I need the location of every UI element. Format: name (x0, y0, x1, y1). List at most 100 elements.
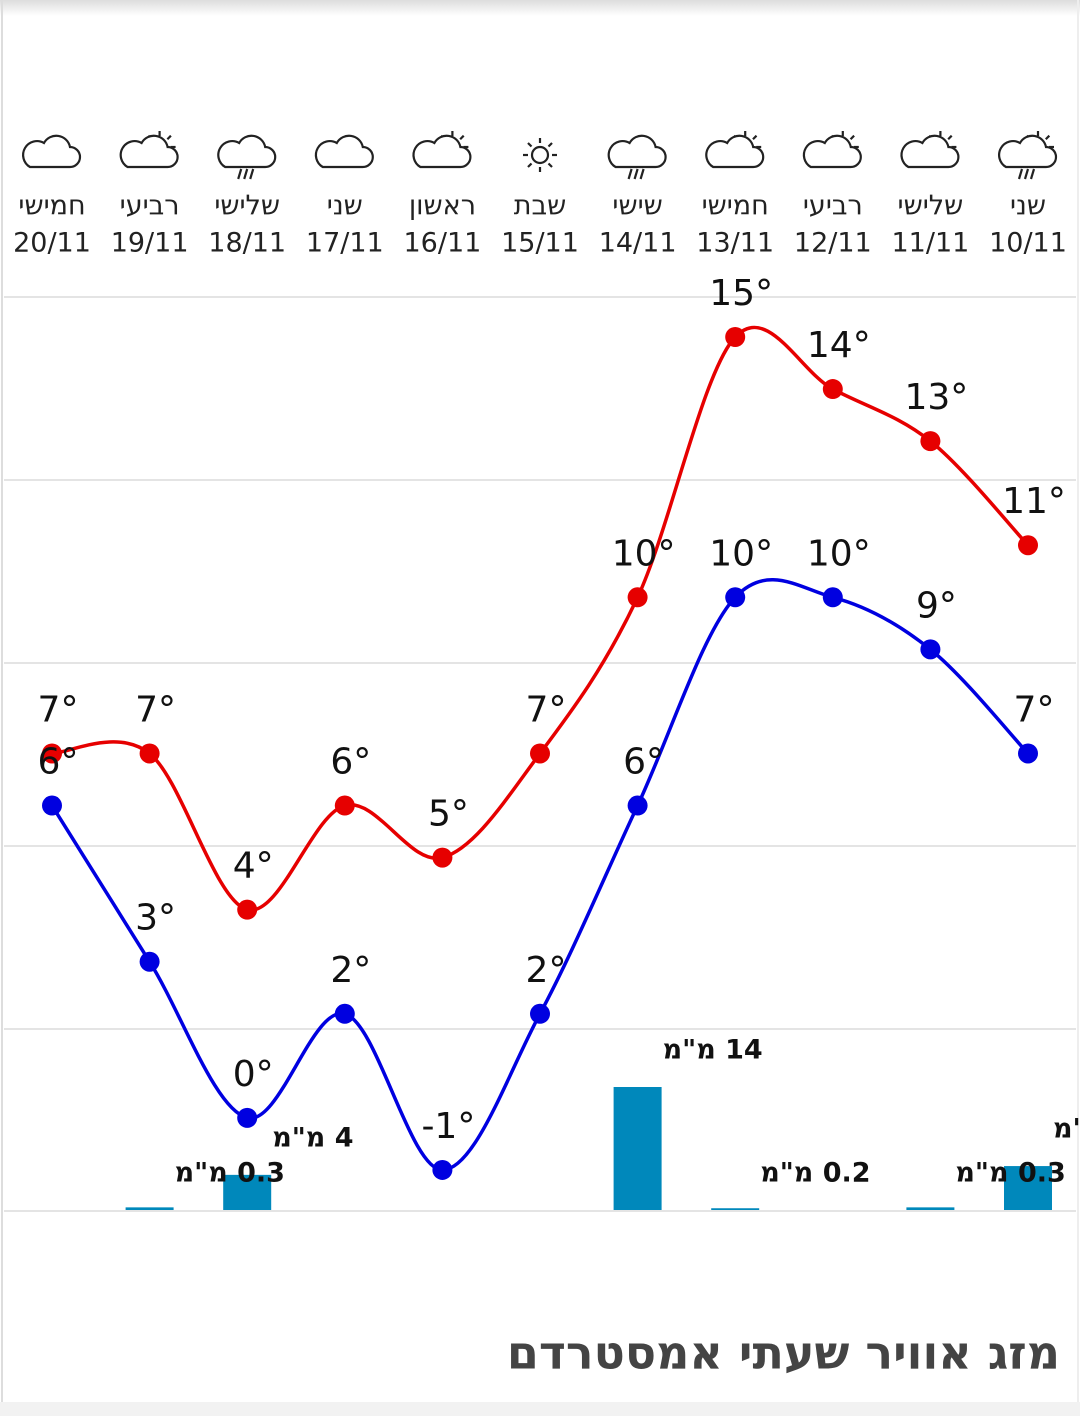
date: 13/11 (696, 228, 774, 259)
date: 12/11 (794, 228, 872, 259)
day-name: רביעי (120, 191, 180, 222)
date: 20/11 (13, 228, 91, 259)
temp-label: 7° (1014, 689, 1055, 730)
day-name: שלישי (214, 191, 280, 222)
temp-label: 9° (916, 585, 957, 626)
temp-point (822, 587, 843, 608)
rain-bar (1004, 1166, 1052, 1210)
temp-point (334, 1003, 355, 1024)
temp-point (432, 1159, 453, 1180)
rain-label: 0.3 מ"מ (955, 1158, 1065, 1189)
rain-bar (223, 1174, 272, 1210)
rain-label: 0.3 מ"מ (175, 1158, 285, 1189)
rain-drop (243, 168, 249, 180)
sun-ray (527, 142, 533, 148)
temp-point (725, 587, 746, 608)
temp-label: 13° (904, 377, 968, 418)
temp-label: 6° (38, 742, 79, 783)
cloud (802, 134, 862, 169)
temp-point (237, 1107, 258, 1128)
rain-label: 5 מ"מ (1053, 1114, 1080, 1145)
weather-icon (217, 134, 277, 180)
sun-ray (547, 162, 553, 168)
top-shadow (0, 0, 1080, 16)
day-name: חמישי (702, 191, 769, 222)
date: 18/11 (208, 228, 286, 259)
temp-label: 10° (709, 533, 773, 574)
rain-drop (1029, 168, 1036, 180)
cloud (119, 134, 179, 169)
temp-label: 7° (38, 689, 79, 730)
date: 10/11 (989, 228, 1067, 259)
temp-label: 10° (612, 533, 676, 574)
weather-icon (607, 134, 667, 180)
temp-point (139, 743, 160, 764)
weather-icon (119, 131, 179, 169)
temp-point (530, 1003, 550, 1024)
rain-label: 4 מ"מ (272, 1122, 353, 1153)
temp-line (50, 578, 1030, 1172)
weather-icon (412, 131, 472, 169)
date: 19/11 (111, 228, 189, 259)
rain-drop (639, 168, 645, 180)
temp-point (334, 795, 355, 816)
grid (4, 296, 1076, 1212)
temp-point (725, 327, 746, 347)
day-name: שבת (514, 191, 566, 222)
weather-icon (802, 131, 862, 169)
cloud (900, 134, 960, 169)
cloud (217, 134, 277, 169)
weather-icon (314, 134, 374, 169)
temp-label: 2° (330, 950, 371, 991)
date: 15/11 (501, 228, 579, 259)
temp-label: 7° (526, 689, 567, 730)
temp-point (139, 951, 160, 972)
rain-drop (1017, 168, 1024, 180)
temp-point (42, 743, 62, 764)
date: 11/11 (891, 228, 969, 259)
temp-point (432, 847, 453, 868)
rain-drop (627, 168, 633, 180)
day-name: רביעי (803, 191, 863, 222)
rain-drop (237, 168, 243, 180)
sun-ray (527, 162, 533, 168)
sun-ray (752, 134, 758, 140)
day-name: שני (1010, 191, 1046, 222)
temp-label: 14° (807, 325, 871, 366)
date: 16/11 (403, 228, 481, 259)
rain-bar (906, 1207, 955, 1210)
temp-point (1018, 743, 1038, 764)
temp-point (920, 431, 941, 452)
page-title: מזג אוויר שעתי אמסטרדם (507, 1326, 1060, 1380)
temp-point (237, 899, 258, 920)
weather-icon (22, 134, 82, 169)
temp-label: 2° (526, 950, 567, 991)
temp-point (530, 743, 550, 764)
temp-label: 5° (428, 794, 469, 835)
temp-label: 4° (233, 846, 274, 887)
sun (530, 145, 550, 165)
day-name: שני (327, 191, 363, 222)
sun-ray (547, 142, 553, 148)
day-name: שלישי (898, 191, 964, 222)
cloud (998, 134, 1058, 169)
sun-ray (1045, 134, 1051, 140)
rain-bar (125, 1207, 174, 1210)
sun-ray (849, 134, 855, 140)
temp-point (920, 639, 941, 660)
rain-drop (1023, 168, 1030, 180)
temp-point (822, 379, 843, 400)
rain-drop (633, 168, 639, 180)
rain-bar (711, 1208, 760, 1210)
cloud (22, 134, 82, 169)
temp-label: 11° (1002, 481, 1066, 522)
day-name: ראשון (409, 191, 476, 222)
weather-icon (900, 131, 960, 169)
cloud (607, 134, 667, 169)
temp-label: 15° (709, 273, 773, 314)
temp-label: 6° (330, 742, 371, 783)
cloud (412, 134, 472, 169)
date: 14/11 (599, 228, 677, 259)
rain-label: 0.2 מ"מ (760, 1158, 870, 1189)
